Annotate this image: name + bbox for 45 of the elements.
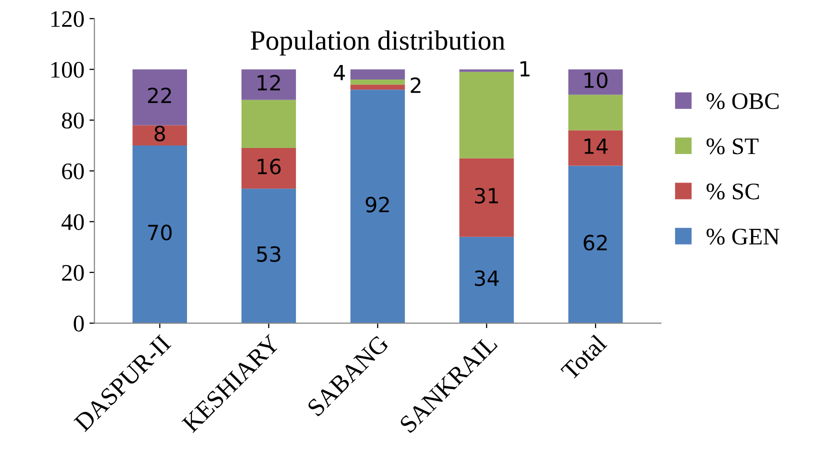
bar	[568, 130, 623, 166]
y-tick-label: 60	[62, 163, 84, 180]
legend-label: % ST	[706, 138, 758, 154]
bar	[568, 166, 623, 324]
y-tick-label: 100	[51, 62, 84, 78]
bar	[350, 80, 405, 85]
bar	[459, 236, 514, 324]
bar	[241, 188, 296, 324]
y-tick-label: 20	[62, 264, 84, 281]
y-tick-label: 40	[62, 214, 84, 230]
bar	[459, 72, 514, 158]
data-label: 70	[148, 224, 172, 240]
bar	[350, 69, 405, 80]
bar	[241, 69, 296, 100]
data-label: 31	[474, 188, 498, 204]
data-label: 12	[258, 74, 280, 90]
bar	[350, 84, 405, 90]
data-label: 22	[148, 88, 171, 104]
chart-title: Population distribution	[250, 30, 505, 56]
data-label: 1	[520, 61, 530, 76]
data-label: 34	[474, 270, 499, 286]
data-label: 14	[584, 138, 608, 154]
bar	[241, 148, 296, 189]
bar	[132, 69, 188, 126]
bar	[132, 125, 188, 146]
data-label: 53	[257, 246, 280, 262]
y-tick-label: 0	[74, 316, 84, 332]
bar	[132, 146, 188, 324]
data-label: 2	[410, 77, 420, 93]
legend-label: % OBC	[706, 93, 779, 110]
bar	[350, 90, 405, 324]
legend-label: % GEN	[706, 228, 780, 245]
bar	[459, 158, 514, 237]
data-label: 16	[258, 158, 281, 174]
data-label: 8	[154, 126, 165, 142]
bar	[459, 69, 514, 72]
y-tick-label: 80	[62, 112, 84, 129]
data-label: 92	[366, 196, 389, 212]
legend-label: % SC	[706, 184, 759, 200]
y-tick-label: 120	[51, 11, 84, 28]
bar	[241, 100, 296, 148]
data-label: 4	[334, 65, 345, 80]
data-label: 10	[584, 72, 608, 88]
bar	[568, 94, 623, 130]
data-label: 62	[584, 234, 607, 251]
